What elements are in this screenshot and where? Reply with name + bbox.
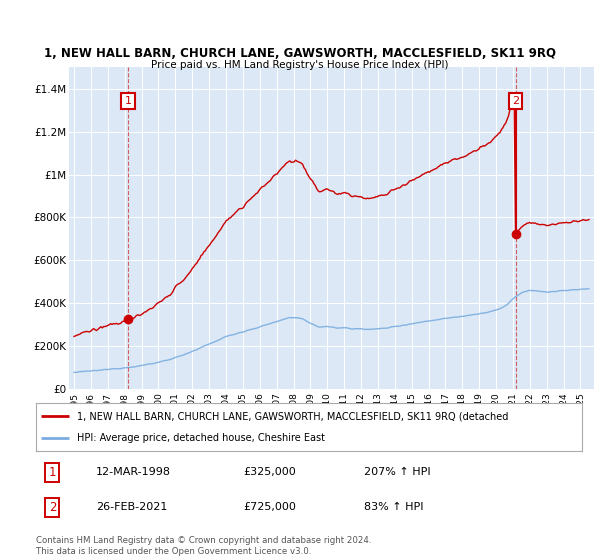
Text: 83% ↑ HPI: 83% ↑ HPI — [364, 502, 423, 512]
Text: 26-FEB-2021: 26-FEB-2021 — [96, 502, 167, 512]
Text: 12-MAR-1998: 12-MAR-1998 — [96, 468, 171, 478]
Text: 1: 1 — [49, 466, 56, 479]
Text: 1: 1 — [124, 96, 131, 106]
Text: Contains HM Land Registry data © Crown copyright and database right 2024.
This d: Contains HM Land Registry data © Crown c… — [36, 536, 371, 556]
Text: £325,000: £325,000 — [244, 468, 296, 478]
Text: Price paid vs. HM Land Registry's House Price Index (HPI): Price paid vs. HM Land Registry's House … — [151, 60, 449, 70]
Text: HPI: Average price, detached house, Cheshire East: HPI: Average price, detached house, Ches… — [77, 433, 325, 443]
Text: 1, NEW HALL BARN, CHURCH LANE, GAWSWORTH, MACCLESFIELD, SK11 9RQ: 1, NEW HALL BARN, CHURCH LANE, GAWSWORTH… — [44, 47, 556, 60]
Text: 2: 2 — [49, 501, 56, 514]
Text: £725,000: £725,000 — [244, 502, 296, 512]
Text: 1, NEW HALL BARN, CHURCH LANE, GAWSWORTH, MACCLESFIELD, SK11 9RQ (detached: 1, NEW HALL BARN, CHURCH LANE, GAWSWORTH… — [77, 411, 508, 421]
Text: 2: 2 — [512, 96, 519, 106]
Text: 207% ↑ HPI: 207% ↑ HPI — [364, 468, 430, 478]
